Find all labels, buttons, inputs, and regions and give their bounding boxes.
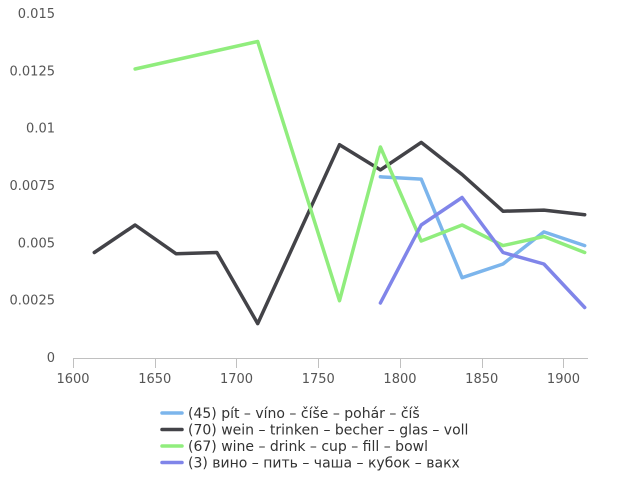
legend-item[interactable]: (70) wein – trinken – becher – glas – vo… bbox=[160, 423, 468, 439]
y-tick-label: 0.015 bbox=[18, 7, 55, 22]
series-line-3[interactable] bbox=[133, 39, 587, 303]
y-tick-label: 0 bbox=[47, 351, 55, 366]
x-axis: 1600 1650 1700 1750 1800 1850 1900 bbox=[56, 358, 588, 387]
legend: (45) pít – víno – číše – pohár – číš(70)… bbox=[160, 406, 468, 472]
series-line-1[interactable] bbox=[378, 175, 587, 280]
legend-label: (3) вино – пить – чаша – кубок – вакх bbox=[188, 456, 460, 472]
plot-area bbox=[92, 39, 587, 326]
series-line-4[interactable] bbox=[378, 195, 587, 310]
x-tick-label: 1800 bbox=[383, 372, 416, 387]
legend-item[interactable]: (67) wine – drink – cup – fill – bowl bbox=[160, 439, 428, 455]
y-axis: 0 0.0025 0.005 0.0075 0.01 0.0125 0.015 bbox=[10, 7, 56, 366]
y-tick-label: 0.0025 bbox=[10, 294, 56, 309]
legend-label: (45) pít – víno – číše – pohár – číš bbox=[188, 406, 420, 422]
y-tick-label: 0.0075 bbox=[10, 179, 56, 194]
legend-item[interactable]: (45) pít – víno – číše – pohár – číš bbox=[160, 406, 420, 422]
y-tick-label: 0.01 bbox=[26, 122, 55, 137]
x-tick-label: 1700 bbox=[220, 372, 253, 387]
legend-label: (67) wine – drink – cup – fill – bowl bbox=[188, 439, 428, 455]
x-tick-label: 1600 bbox=[56, 372, 89, 387]
series-line-2[interactable] bbox=[92, 140, 587, 326]
x-tick-label: 1900 bbox=[547, 372, 580, 387]
y-tick-label: 0.0125 bbox=[10, 64, 56, 79]
x-tick-label: 1750 bbox=[302, 372, 335, 387]
x-tick-label: 1850 bbox=[465, 372, 498, 387]
x-tick-label: 1650 bbox=[138, 372, 171, 387]
legend-item[interactable]: (3) вино – пить – чаша – кубок – вакх bbox=[160, 456, 460, 472]
legend-label: (70) wein – trinken – becher – glas – vo… bbox=[188, 423, 468, 439]
y-tick-label: 0.005 bbox=[18, 236, 55, 251]
